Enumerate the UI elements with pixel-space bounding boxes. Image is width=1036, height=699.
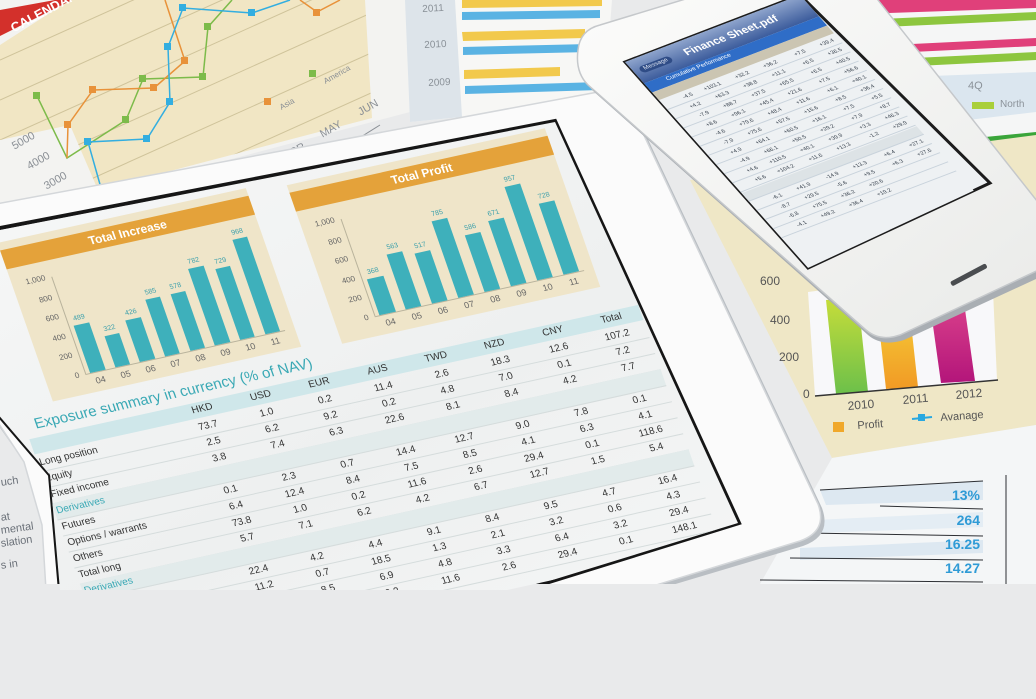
asia-series-line — [66, 0, 186, 159]
bar-chart-y-tick: 0 — [803, 387, 810, 401]
row-label: Futures — [88, 594, 126, 613]
third-series-line — [87, 0, 291, 196]
stat-value: 264 — [956, 512, 980, 528]
line-chart-area — [0, 0, 372, 190]
stat-value: 16.25 — [944, 536, 980, 552]
phone-dock-connector — [950, 263, 987, 286]
table-cell — [244, 607, 302, 620]
bar-chart-y-tick: 200 — [779, 350, 800, 364]
bar-chart-y-tick: 600 — [760, 274, 781, 288]
table-cell: 1.0 — [325, 598, 343, 613]
quarter-label: 4Q — [968, 80, 983, 92]
message-back-button[interactable]: Message — [637, 55, 675, 74]
north-legend-swatch — [972, 102, 994, 109]
table-cell — [239, 591, 297, 604]
row-label: Options / warrants — [93, 600, 177, 629]
stat-value: 13% — [951, 487, 980, 503]
calendar-banner — [0, 0, 72, 36]
profit-legend-swatch — [833, 422, 844, 432]
north-legend-label: North — [1000, 99, 1025, 110]
stat-value: 14.27 — [944, 560, 980, 576]
bar-chart-y-tick: 400 — [770, 313, 791, 327]
